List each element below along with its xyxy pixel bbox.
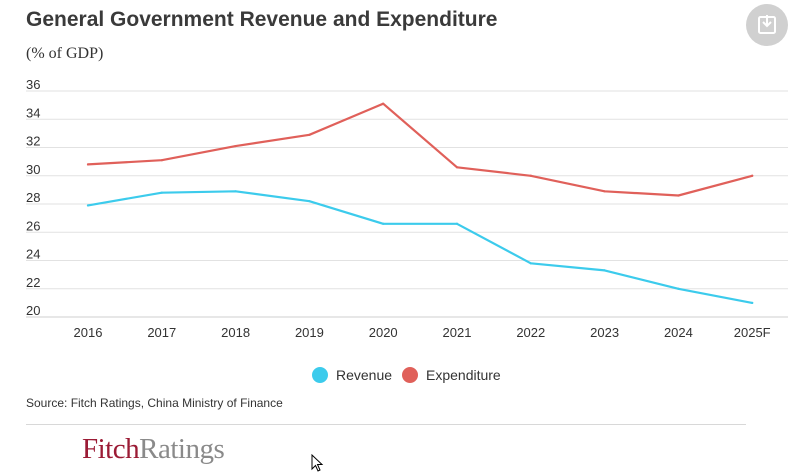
x-tick-label: 2024 <box>664 325 693 340</box>
y-tick-label: 22 <box>26 275 40 290</box>
divider <box>26 424 746 425</box>
data-point-expenditure <box>86 163 90 166</box>
data-point-expenditure <box>160 159 163 162</box>
data-point-revenue <box>382 222 385 225</box>
data-point-revenue <box>529 262 532 265</box>
x-tick-label: 2020 <box>369 325 398 340</box>
x-tick-label: 2025F <box>734 325 771 340</box>
legend-label-revenue: Revenue <box>336 367 392 383</box>
series-line-revenue <box>86 190 754 304</box>
x-tick-label: 2021 <box>443 325 472 340</box>
data-point-revenue <box>308 200 311 203</box>
x-tick-label: 2018 <box>221 325 250 340</box>
y-tick-label: 36 <box>26 77 40 92</box>
y-tick-label: 32 <box>26 134 40 149</box>
legend-label-expenditure: Expenditure <box>426 367 501 383</box>
legend-swatch-expenditure <box>402 367 418 383</box>
x-tick-label: 2023 <box>590 325 619 340</box>
y-axis-unit-label: (% of GDP) <box>26 45 104 62</box>
logo-fitch: Fitch <box>82 433 140 465</box>
x-tick-label: 2019 <box>295 325 324 340</box>
download-icon <box>758 15 776 34</box>
data-point-revenue <box>234 190 237 193</box>
series-line-expenditure <box>86 102 754 197</box>
data-point-expenditure <box>234 144 237 148</box>
data-point-revenue <box>603 269 606 272</box>
x-tick-label: 2017 <box>147 325 176 340</box>
x-tick-label: 2022 <box>516 325 545 340</box>
data-point-expenditure <box>382 102 385 105</box>
data-point-expenditure <box>677 194 680 197</box>
data-point-revenue <box>677 287 680 290</box>
data-point-revenue <box>160 191 163 194</box>
download-button[interactable] <box>746 4 788 46</box>
data-point-revenue <box>86 204 90 207</box>
x-tick-label: 2016 <box>74 325 103 340</box>
data-point-expenditure <box>308 133 311 136</box>
legend-swatch-revenue <box>312 367 328 383</box>
fitch-ratings-logo: FitchRatings <box>82 433 225 466</box>
y-tick-label: 34 <box>26 105 40 120</box>
data-point-expenditure <box>751 174 754 177</box>
data-point-expenditure <box>603 190 606 193</box>
y-tick-label: 30 <box>26 162 40 177</box>
data-point-expenditure <box>455 166 459 169</box>
data-point-expenditure <box>529 174 532 177</box>
y-tick-label: 20 <box>26 303 40 318</box>
data-point-revenue <box>751 301 754 304</box>
y-tick-label: 26 <box>26 218 40 233</box>
mouse-cursor-icon <box>311 454 324 472</box>
y-tick-label: 24 <box>26 247 40 262</box>
source-note: Source: Fitch Ratings, China Ministry of… <box>26 396 283 410</box>
logo-ratings: Ratings <box>139 433 225 465</box>
data-point-revenue <box>455 222 459 225</box>
y-tick-label: 28 <box>26 190 40 205</box>
chart-title: General Government Revenue and Expenditu… <box>26 8 498 31</box>
